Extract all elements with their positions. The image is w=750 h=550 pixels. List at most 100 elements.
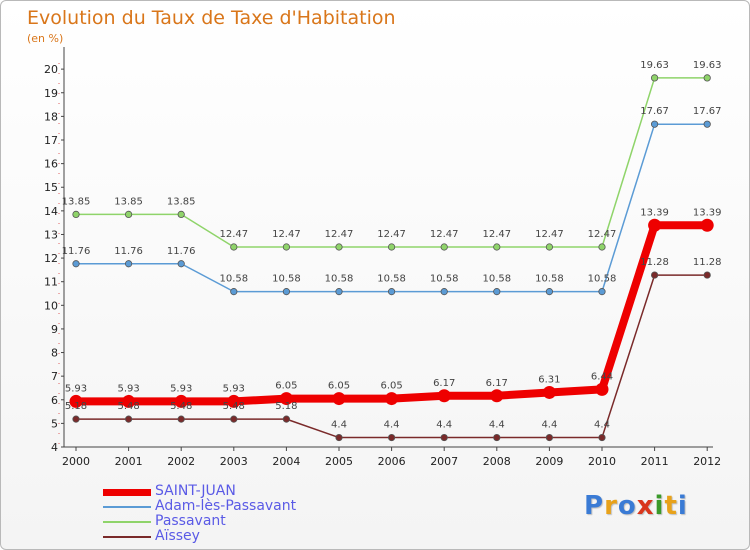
y-tick-label: 18 <box>44 110 58 123</box>
data-label: 10.58 <box>272 274 301 285</box>
y-tick-label: 11 <box>44 276 58 289</box>
data-label: 12.47 <box>482 229 511 240</box>
data-label: 5.48 <box>223 401 245 412</box>
x-tick-label: 2012 <box>693 455 721 468</box>
data-label: 13.39 <box>693 207 722 218</box>
data-label: 19.63 <box>693 60 722 71</box>
legend-label: SAINT-JUAN <box>155 483 236 499</box>
data-point <box>387 433 396 442</box>
data-point <box>598 243 606 251</box>
legend-item: Aïssey <box>103 528 363 545</box>
data-point <box>282 243 290 251</box>
x-tick-label: 2000 <box>62 455 90 468</box>
data-point <box>177 210 185 218</box>
data-label: 6.17 <box>486 378 508 389</box>
logo-letter: P <box>584 491 605 521</box>
data-point <box>122 394 136 408</box>
data-label: 11.28 <box>640 257 669 268</box>
data-point <box>387 288 396 296</box>
data-point <box>230 243 238 251</box>
data-label: 5.93 <box>170 383 192 394</box>
proxiti-logo: Proxiti <box>584 491 688 521</box>
data-point <box>385 392 399 406</box>
data-point <box>335 433 343 442</box>
logo-letter: t <box>664 491 678 521</box>
data-label: 17.67 <box>693 106 722 117</box>
y-tick-label: 14 <box>44 205 58 218</box>
data-label: 11.76 <box>167 246 196 257</box>
chart-subtitle: (en %) <box>27 32 64 45</box>
data-label: 6.05 <box>275 381 297 392</box>
data-label: 13.85 <box>167 196 196 207</box>
data-label: 17.67 <box>640 106 669 117</box>
data-point <box>490 389 504 403</box>
data-point <box>440 243 448 251</box>
data-point <box>282 288 290 296</box>
data-point <box>440 288 448 296</box>
data-label: 10.58 <box>482 274 511 285</box>
y-tick-label: 19 <box>44 87 58 100</box>
data-point <box>493 433 501 442</box>
x-tick-label: 2003 <box>220 455 248 468</box>
data-label: 4.4 <box>541 420 557 431</box>
data-point <box>69 394 83 408</box>
data-label: 10.58 <box>219 274 248 285</box>
data-label: 10.58 <box>588 274 617 285</box>
logo-letter: x <box>636 491 655 521</box>
data-label: 4.4 <box>489 420 505 431</box>
data-label: 12.47 <box>377 229 406 240</box>
data-label: 5.48 <box>117 401 139 412</box>
x-tick-label: 2007 <box>430 455 458 468</box>
data-label: 12.47 <box>219 229 248 240</box>
data-point <box>595 382 609 396</box>
data-label: 19.63 <box>640 60 669 71</box>
data-point <box>72 260 80 268</box>
y-tick-label: 7 <box>51 370 58 383</box>
data-label: 12.47 <box>272 229 301 240</box>
y-tick-label: 15 <box>44 181 58 194</box>
data-point <box>125 415 133 423</box>
data-point <box>230 415 238 423</box>
data-point <box>703 271 711 279</box>
data-label: 4.4 <box>594 420 610 431</box>
logo-letter: i <box>654 491 665 521</box>
data-label: 12.47 <box>325 229 354 240</box>
data-label: 6.31 <box>538 374 560 385</box>
x-tick-label: 2008 <box>483 455 511 468</box>
y-tick-label: 20 <box>44 63 58 76</box>
data-label: 11.76 <box>62 246 91 257</box>
data-label: 6.05 <box>328 381 350 392</box>
series-line-2 <box>75 77 708 248</box>
data-label: 12.47 <box>588 229 617 240</box>
data-point <box>437 389 451 403</box>
data-label: 4.4 <box>436 420 452 431</box>
x-tick-label: 2005 <box>325 455 353 468</box>
legend-swatch <box>103 521 151 523</box>
data-label: 4.4 <box>384 420 400 431</box>
chart-legend: SAINT-JUAN Adam-lès-Passavant Passavant Aïs… <box>103 483 363 545</box>
data-point <box>440 433 448 442</box>
y-tick-label: 16 <box>44 158 58 171</box>
data-point <box>650 120 659 128</box>
data-point <box>493 243 501 251</box>
x-tick-label: 2010 <box>588 455 616 468</box>
data-point <box>387 243 396 251</box>
data-point <box>125 260 133 268</box>
legend-label: Passavant <box>155 513 226 529</box>
data-point <box>700 218 714 232</box>
y-tick-label: 8 <box>51 347 58 360</box>
data-point <box>493 288 501 296</box>
y-tick-label: 12 <box>44 252 58 265</box>
data-label: 13.39 <box>640 207 669 218</box>
y-tick-label: 13 <box>44 228 58 241</box>
data-point <box>279 392 293 406</box>
data-point <box>650 74 659 82</box>
data-point <box>648 218 662 232</box>
data-point <box>542 385 556 399</box>
data-label: 10.58 <box>377 274 406 285</box>
data-label: 5.18 <box>275 401 297 412</box>
data-point <box>230 288 238 296</box>
data-label: 12.47 <box>430 229 459 240</box>
x-tick-label: 2011 <box>641 455 669 468</box>
